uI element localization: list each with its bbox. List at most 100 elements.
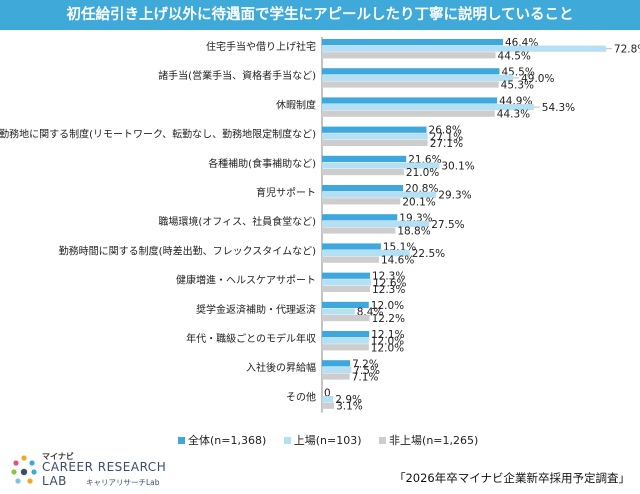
- bar-unlisted: [322, 227, 396, 234]
- bar-listed: [322, 220, 430, 227]
- category-label: その他: [286, 390, 316, 403]
- logo-brand: マイナビ: [42, 452, 74, 461]
- data-label: 14.6%: [381, 255, 414, 267]
- data-label: 21.0%: [406, 167, 439, 179]
- bar-listed: [322, 279, 372, 286]
- data-label: 27.5%: [431, 219, 464, 231]
- bar-listed: [322, 396, 334, 403]
- logo-line1: CAREER RESEARCH: [42, 460, 167, 474]
- legend-item-all: 全体(n=1,368): [178, 432, 266, 448]
- logo-line2: LAB: [42, 474, 67, 488]
- data-label: 7.5%: [353, 365, 380, 377]
- data-label: 12.0%: [371, 300, 404, 312]
- category-label: 勤務地に関する制度(リモートワーク、転勤なし、勤務地限定制度など): [0, 128, 316, 141]
- bar-unlisted: [322, 198, 401, 205]
- legend-label-unlisted: 非上場(n=1,265): [389, 434, 479, 447]
- bar-all: [322, 301, 369, 308]
- data-label: 12.6%: [373, 277, 406, 289]
- bar-all: [322, 331, 370, 338]
- legend-item-unlisted: 非上場(n=1,265): [379, 432, 478, 448]
- category-label: 健康増進・ヘルスケアサポート: [176, 274, 316, 287]
- category-label: 年代・職級ごとのモデル年収: [186, 332, 316, 345]
- bar-unlisted: [322, 169, 404, 176]
- data-label: 44.5%: [498, 50, 531, 62]
- data-label: 12.3%: [372, 284, 405, 296]
- bar-listed: [322, 74, 514, 81]
- data-label: 12.3%: [372, 271, 405, 283]
- data-label: 12.0%: [371, 336, 404, 348]
- bar-all: [322, 97, 498, 104]
- data-label: 22.5%: [412, 248, 445, 260]
- bar-unlisted: [322, 139, 428, 146]
- data-label: 27.1%: [430, 131, 463, 143]
- category-label: 各種補助(食事補助など): [208, 157, 316, 170]
- bar-all: [322, 243, 381, 250]
- bar-unlisted: [322, 315, 370, 322]
- data-label: 29.3%: [438, 190, 471, 202]
- chart-title: 初任給引き上げ以外に待遇面で学生にアピールしたり丁寧に説明していること: [66, 7, 574, 23]
- bar-unlisted: [322, 402, 335, 409]
- legend-label-all: 全体(n=1,368): [188, 434, 267, 447]
- bar-listed: [322, 45, 606, 52]
- bar-all: [322, 126, 427, 133]
- data-label: 18.8%: [397, 226, 430, 238]
- logo-subtitle: キャリアリサーチLab: [86, 478, 160, 487]
- data-label: 3.1%: [336, 401, 363, 413]
- dots-logo-icon: [11, 455, 37, 484]
- data-label: 12.2%: [372, 313, 405, 325]
- bar-all: [322, 39, 503, 46]
- data-label: 26.8%: [429, 125, 462, 137]
- data-label: 30.1%: [441, 161, 474, 173]
- category-label: 勤務時間に関する制度(時差出勤、フレックスタイムなど): [59, 244, 316, 257]
- bar-unlisted: [322, 110, 495, 117]
- bar-listed: [322, 104, 534, 111]
- bar-unlisted: [322, 344, 369, 351]
- data-label: 20.1%: [402, 196, 435, 208]
- category-label: 休暇制度: [276, 98, 316, 111]
- chart-legend: 全体(n=1,368) 上場(n=103) 非上場(n=1,265): [178, 432, 492, 448]
- legend-label-listed: 上場(n=103): [293, 434, 362, 447]
- category-label: 入社後の昇給幅: [246, 361, 316, 374]
- legend-swatch-all: [178, 436, 185, 444]
- bar-all: [322, 68, 500, 75]
- source-note: 「2026年卒マイナビ企業新卒採用予定調査」: [393, 471, 630, 485]
- bar-unlisted: [322, 256, 379, 263]
- bar-all: [322, 360, 351, 367]
- data-label: 0: [324, 388, 331, 400]
- bar-unlisted: [322, 285, 370, 292]
- category-label: 奨学金返済補助・代理返済: [196, 303, 316, 316]
- data-label: 7.1%: [352, 372, 379, 384]
- category-label: 職場環境(オフィス、社員食堂など): [158, 215, 316, 228]
- bar-listed: [322, 308, 355, 315]
- bar-all: [322, 185, 404, 192]
- legend-item-listed: 上場(n=103): [283, 432, 362, 448]
- legend-swatch-listed: [283, 436, 291, 444]
- bar-listed: [322, 250, 410, 257]
- career-research-lab-logo: マイナビ CAREER RESEARCH LAB キャリアリサーチLab: [10, 452, 195, 490]
- data-label: 72.8%: [614, 44, 640, 56]
- data-label: 2.9%: [335, 394, 362, 406]
- data-label: 54.3%: [542, 102, 575, 114]
- bar-all: [322, 155, 407, 162]
- bar-listed: [322, 337, 369, 344]
- data-label: 27.1%: [430, 138, 463, 150]
- bar-unlisted: [322, 52, 496, 59]
- data-label: 12.1%: [371, 329, 404, 341]
- category-label: 諸手当(営業手当、資格者手当など): [158, 69, 316, 82]
- category-label: 住宅手当や借り上げ社宅: [206, 40, 316, 53]
- data-label: 44.3%: [497, 109, 530, 121]
- bar-unlisted: [322, 373, 350, 380]
- bar-unlisted: [322, 81, 499, 88]
- bar-listed: [322, 162, 440, 169]
- bar-chart: 住宅手当や借り上げ社宅46.4%72.8%44.5%諸手当(営業手当、資格者手当…: [0, 37, 640, 413]
- data-label: 12.0%: [371, 342, 404, 354]
- category-label: 育児サポート: [256, 186, 316, 199]
- data-label: 49.0%: [521, 73, 554, 85]
- bar-all: [322, 214, 398, 221]
- title-bar: [0, 0, 640, 30]
- legend-swatch-unlisted: [379, 436, 387, 444]
- bar-listed: [322, 366, 352, 373]
- bar-listed: [322, 133, 428, 140]
- bar-all: [322, 272, 370, 279]
- data-label: 7.2%: [352, 358, 379, 370]
